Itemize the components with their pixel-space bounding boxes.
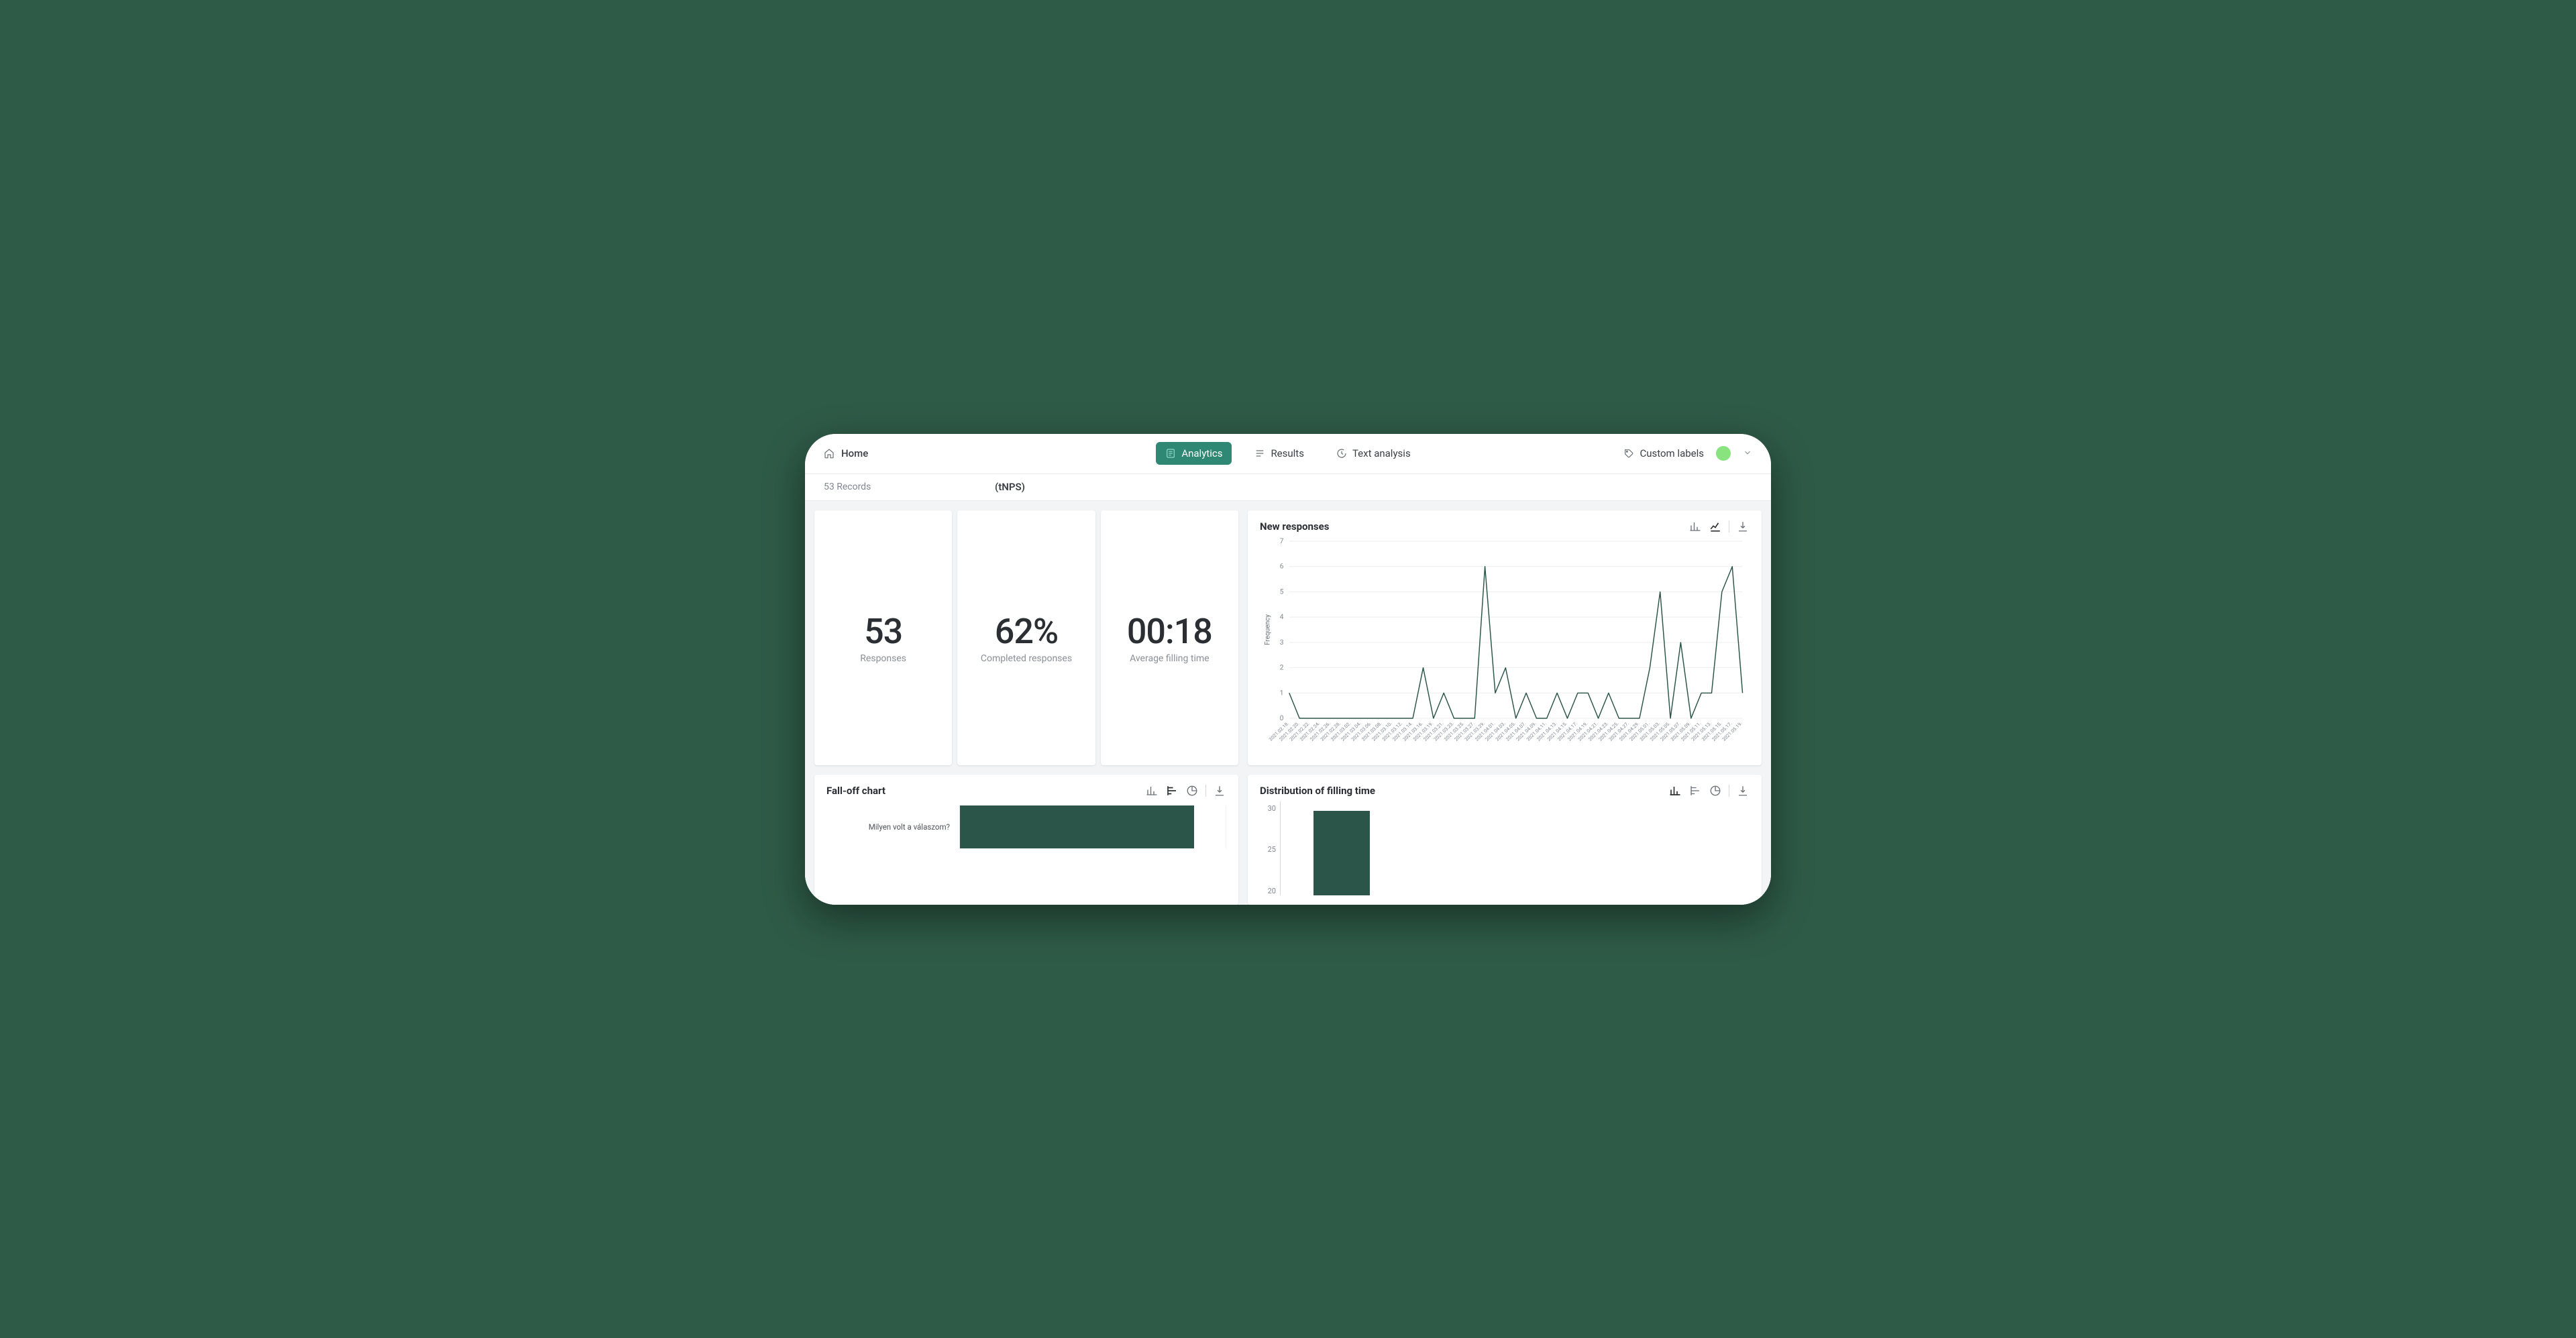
chart-title: Fall-off chart: [826, 785, 885, 797]
falloff-body: Milyen volt a válaszom?: [826, 801, 1226, 895]
falloff-bar: [960, 805, 1194, 848]
svg-text:Frequency: Frequency: [1264, 614, 1271, 645]
distribution-bar: [1313, 811, 1370, 895]
stat-value: 00:18: [1127, 611, 1212, 652]
nav-right: Custom labels: [1511, 446, 1752, 461]
pie-chart-icon[interactable]: [1709, 784, 1722, 797]
tab-analytics-label: Analytics: [1181, 447, 1222, 459]
download-icon[interactable]: [1213, 784, 1226, 797]
screen: Home Analytics Results: [805, 434, 1771, 905]
line-chart-icon[interactable]: [1709, 520, 1722, 533]
tab-analytics[interactable]: Analytics: [1156, 442, 1232, 465]
home-icon: [824, 448, 835, 459]
top-nav: Home Analytics Results: [805, 434, 1771, 474]
home-link[interactable]: Home: [824, 447, 868, 459]
svg-text:7: 7: [1280, 538, 1284, 545]
new-responses-column: New responses: [1248, 510, 1762, 765]
bottom-row: Fall-off chart: [814, 775, 1762, 905]
avatar[interactable]: [1716, 446, 1731, 461]
user-menu-chevron-icon[interactable]: [1743, 447, 1752, 460]
stat-value: 53: [864, 611, 902, 652]
chart-header: Fall-off chart: [826, 784, 1226, 797]
stat-value: 62%: [995, 611, 1058, 652]
stat-card-completed: 62% Completed responses: [957, 510, 1095, 765]
download-icon[interactable]: [1736, 520, 1750, 533]
stat-label: Completed responses: [981, 653, 1072, 664]
tab-results[interactable]: Results: [1245, 442, 1313, 465]
chart-tools: [1688, 520, 1750, 533]
falloff-track: [959, 805, 1226, 848]
svg-text:3: 3: [1280, 639, 1284, 647]
falloff-row: Milyen volt a válaszom?: [826, 805, 1226, 848]
text-analysis-icon: [1336, 448, 1347, 459]
ytick: 20: [1268, 887, 1276, 895]
content-area: 53 Responses 62% Completed responses 00:…: [805, 501, 1771, 905]
svg-text:0: 0: [1280, 715, 1284, 722]
tab-text-analysis-label: Text analysis: [1352, 447, 1411, 459]
stat-cards-column: 53 Responses 62% Completed responses 00:…: [814, 510, 1238, 765]
nav-center: Analytics Results Text analysis: [1065, 442, 1511, 465]
ytick: 25: [1268, 845, 1276, 854]
line-chart-body: 01234567Frequency2021.02.18.2021.02.20.2…: [1260, 537, 1750, 752]
svg-text:2: 2: [1280, 664, 1284, 671]
svg-text:6: 6: [1280, 563, 1284, 570]
pie-chart-icon[interactable]: [1185, 784, 1199, 797]
distribution-body: 30 25 20: [1260, 801, 1750, 895]
stat-label: Average filling time: [1130, 653, 1209, 664]
hbar-chart-icon[interactable]: [1688, 784, 1702, 797]
device-frame: Home Analytics Results: [805, 434, 1771, 905]
distribution-yaxis: 30 25 20: [1260, 801, 1280, 895]
tag-icon: [1623, 448, 1634, 459]
tab-results-label: Results: [1271, 447, 1304, 459]
distribution-plot: [1280, 801, 1750, 895]
survey-title: (tNPS): [995, 481, 1025, 493]
bar-chart-icon[interactable]: [1688, 520, 1702, 533]
tab-text-analysis[interactable]: Text analysis: [1327, 442, 1420, 465]
nav-left: Home: [824, 447, 1065, 459]
svg-text:1: 1: [1280, 689, 1284, 697]
home-label: Home: [841, 447, 868, 459]
chart-tools: [1145, 784, 1226, 797]
results-icon: [1254, 448, 1265, 459]
stat-label: Responses: [860, 653, 906, 664]
chart-header: Distribution of filling time: [1260, 784, 1750, 797]
stat-card-responses: 53 Responses: [814, 510, 952, 765]
falloff-card: Fall-off chart: [814, 775, 1238, 905]
custom-labels-button[interactable]: Custom labels: [1623, 447, 1704, 459]
line-chart-svg: 01234567Frequency2021.02.18.2021.02.20.2…: [1260, 537, 1750, 752]
chart-title: New responses: [1260, 520, 1329, 533]
bar-chart-icon[interactable]: [1145, 784, 1159, 797]
new-responses-card: New responses: [1248, 510, 1762, 765]
analytics-icon: [1165, 448, 1176, 459]
custom-labels-label: Custom labels: [1640, 447, 1704, 459]
hbar-chart-icon[interactable]: [1165, 784, 1179, 797]
tool-divider: [1205, 785, 1206, 797]
ytick: 30: [1268, 804, 1276, 813]
top-row: 53 Responses 62% Completed responses 00:…: [814, 510, 1762, 765]
svg-text:5: 5: [1280, 588, 1284, 596]
sub-header: 53 Records (tNPS): [805, 474, 1771, 501]
svg-text:4: 4: [1280, 614, 1284, 621]
falloff-label: Milyen volt a válaszom?: [826, 822, 954, 832]
chart-tools: [1668, 784, 1750, 797]
download-icon[interactable]: [1736, 784, 1750, 797]
stat-card-avg-time: 00:18 Average filling time: [1101, 510, 1238, 765]
chart-title: Distribution of filling time: [1260, 785, 1375, 797]
records-count: 53 Records: [824, 482, 995, 492]
bar-chart-icon[interactable]: [1668, 784, 1682, 797]
stat-row: 53 Responses 62% Completed responses 00:…: [814, 510, 1238, 765]
chart-header: New responses: [1260, 520, 1750, 533]
distribution-card: Distribution of filling time: [1248, 775, 1762, 905]
